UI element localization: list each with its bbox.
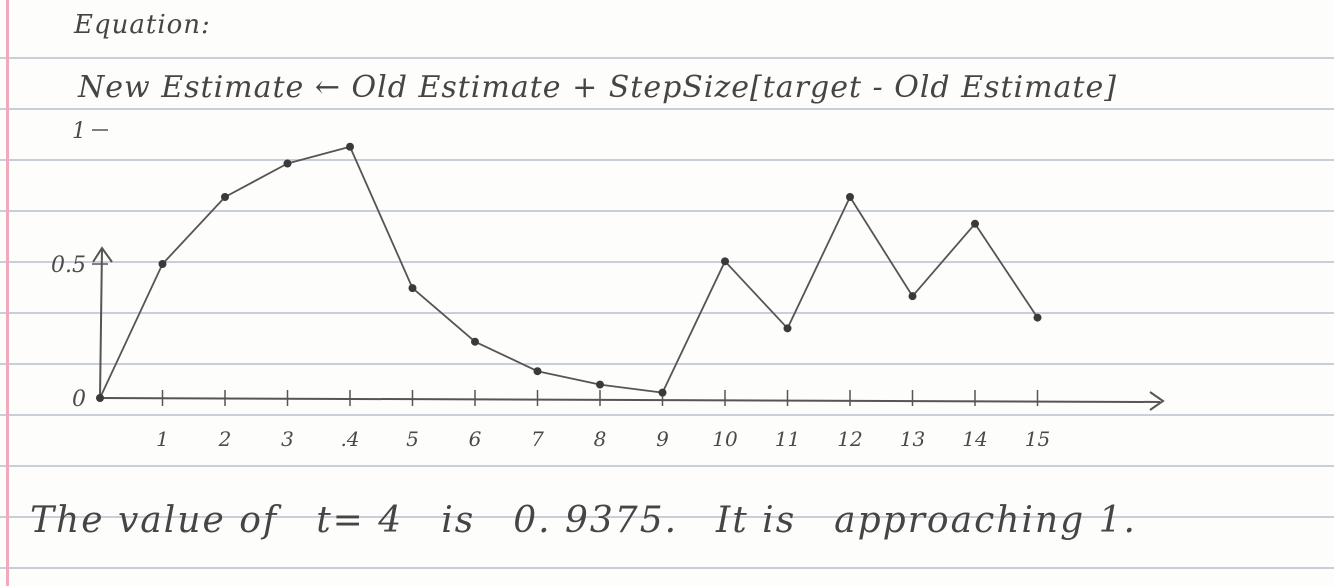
x-tick-label: 2 [218, 427, 232, 451]
x-tick-label: .4 [340, 427, 359, 451]
data-point [221, 193, 229, 201]
y-tick-label: 1 [72, 119, 86, 144]
data-point [471, 337, 479, 346]
data-point [1033, 313, 1042, 322]
conclusion-part-2: t= 4 [316, 500, 404, 541]
equation-title: Equation: [74, 10, 211, 40]
x-tick-label: 9 [656, 427, 669, 451]
data-point [158, 260, 167, 268]
y-tick-label: 0.5 [51, 253, 86, 278]
data-point [908, 292, 917, 301]
y-axis-line [99, 247, 103, 399]
y-tick-label: 0 [72, 387, 86, 412]
conclusion-text: The value of t= 4 is 0. 9375. It is approachi… [30, 500, 1175, 541]
x-tick-label: 14 [962, 427, 987, 451]
conclusion-part-3: is [441, 500, 476, 541]
equation-formula: New Estimate ← Old Estimate + StepSize[t… [78, 70, 1117, 105]
data-point [971, 219, 979, 228]
data-point [658, 388, 667, 397]
margin-line [6, 0, 9, 586]
data-point [783, 324, 792, 333]
x-axis-line [99, 397, 1161, 403]
conclusion-part-6: approaching 1. [834, 500, 1137, 541]
chart-axes [92, 246, 1165, 411]
x-tick-label: 6 [469, 427, 482, 451]
x-axis-arrow [1149, 391, 1165, 411]
data-point [596, 380, 604, 389]
data-point [721, 257, 729, 266]
data-point [408, 284, 417, 293]
chart-series [96, 142, 1042, 402]
data-point [846, 193, 854, 201]
series-line [99, 145, 1039, 399]
conclusion-part-5: It is [716, 500, 797, 541]
x-tick-label: 1 [156, 427, 169, 451]
y-axis-arrow [92, 246, 113, 263]
x-tick-label: 5 [406, 427, 419, 451]
conclusion-part-4: 0. 9375. [513, 500, 679, 541]
x-tick-label: 15 [1025, 427, 1050, 451]
x-tick-label: 10 [712, 427, 738, 451]
data-point [283, 159, 292, 168]
x-tick-label: 13 [900, 427, 925, 451]
x-tick-label: 8 [594, 427, 607, 451]
data-point [533, 367, 542, 376]
data-point [346, 142, 354, 151]
conclusion-part-1: The value of [30, 500, 279, 541]
x-tick-label: 3 [281, 427, 294, 451]
x-tick-label: 11 [775, 427, 800, 451]
x-tick-label: 12 [837, 427, 862, 451]
data-point [96, 394, 104, 402]
x-tick-label: 7 [531, 427, 544, 451]
